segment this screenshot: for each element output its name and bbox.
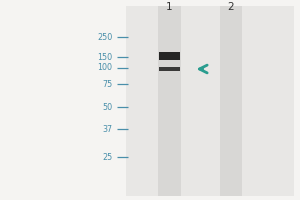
Text: 50: 50 (102, 102, 112, 112)
FancyBboxPatch shape (158, 6, 181, 196)
Text: 25: 25 (102, 152, 112, 162)
Text: 150: 150 (98, 52, 112, 62)
Text: 2: 2 (228, 2, 234, 12)
FancyBboxPatch shape (159, 52, 180, 60)
FancyBboxPatch shape (220, 6, 242, 196)
FancyBboxPatch shape (126, 6, 294, 196)
FancyBboxPatch shape (159, 67, 180, 71)
Text: 250: 250 (97, 32, 112, 42)
Text: 100: 100 (98, 64, 112, 72)
Text: 75: 75 (102, 80, 112, 88)
Text: 37: 37 (102, 124, 112, 134)
Text: 1: 1 (166, 2, 173, 12)
